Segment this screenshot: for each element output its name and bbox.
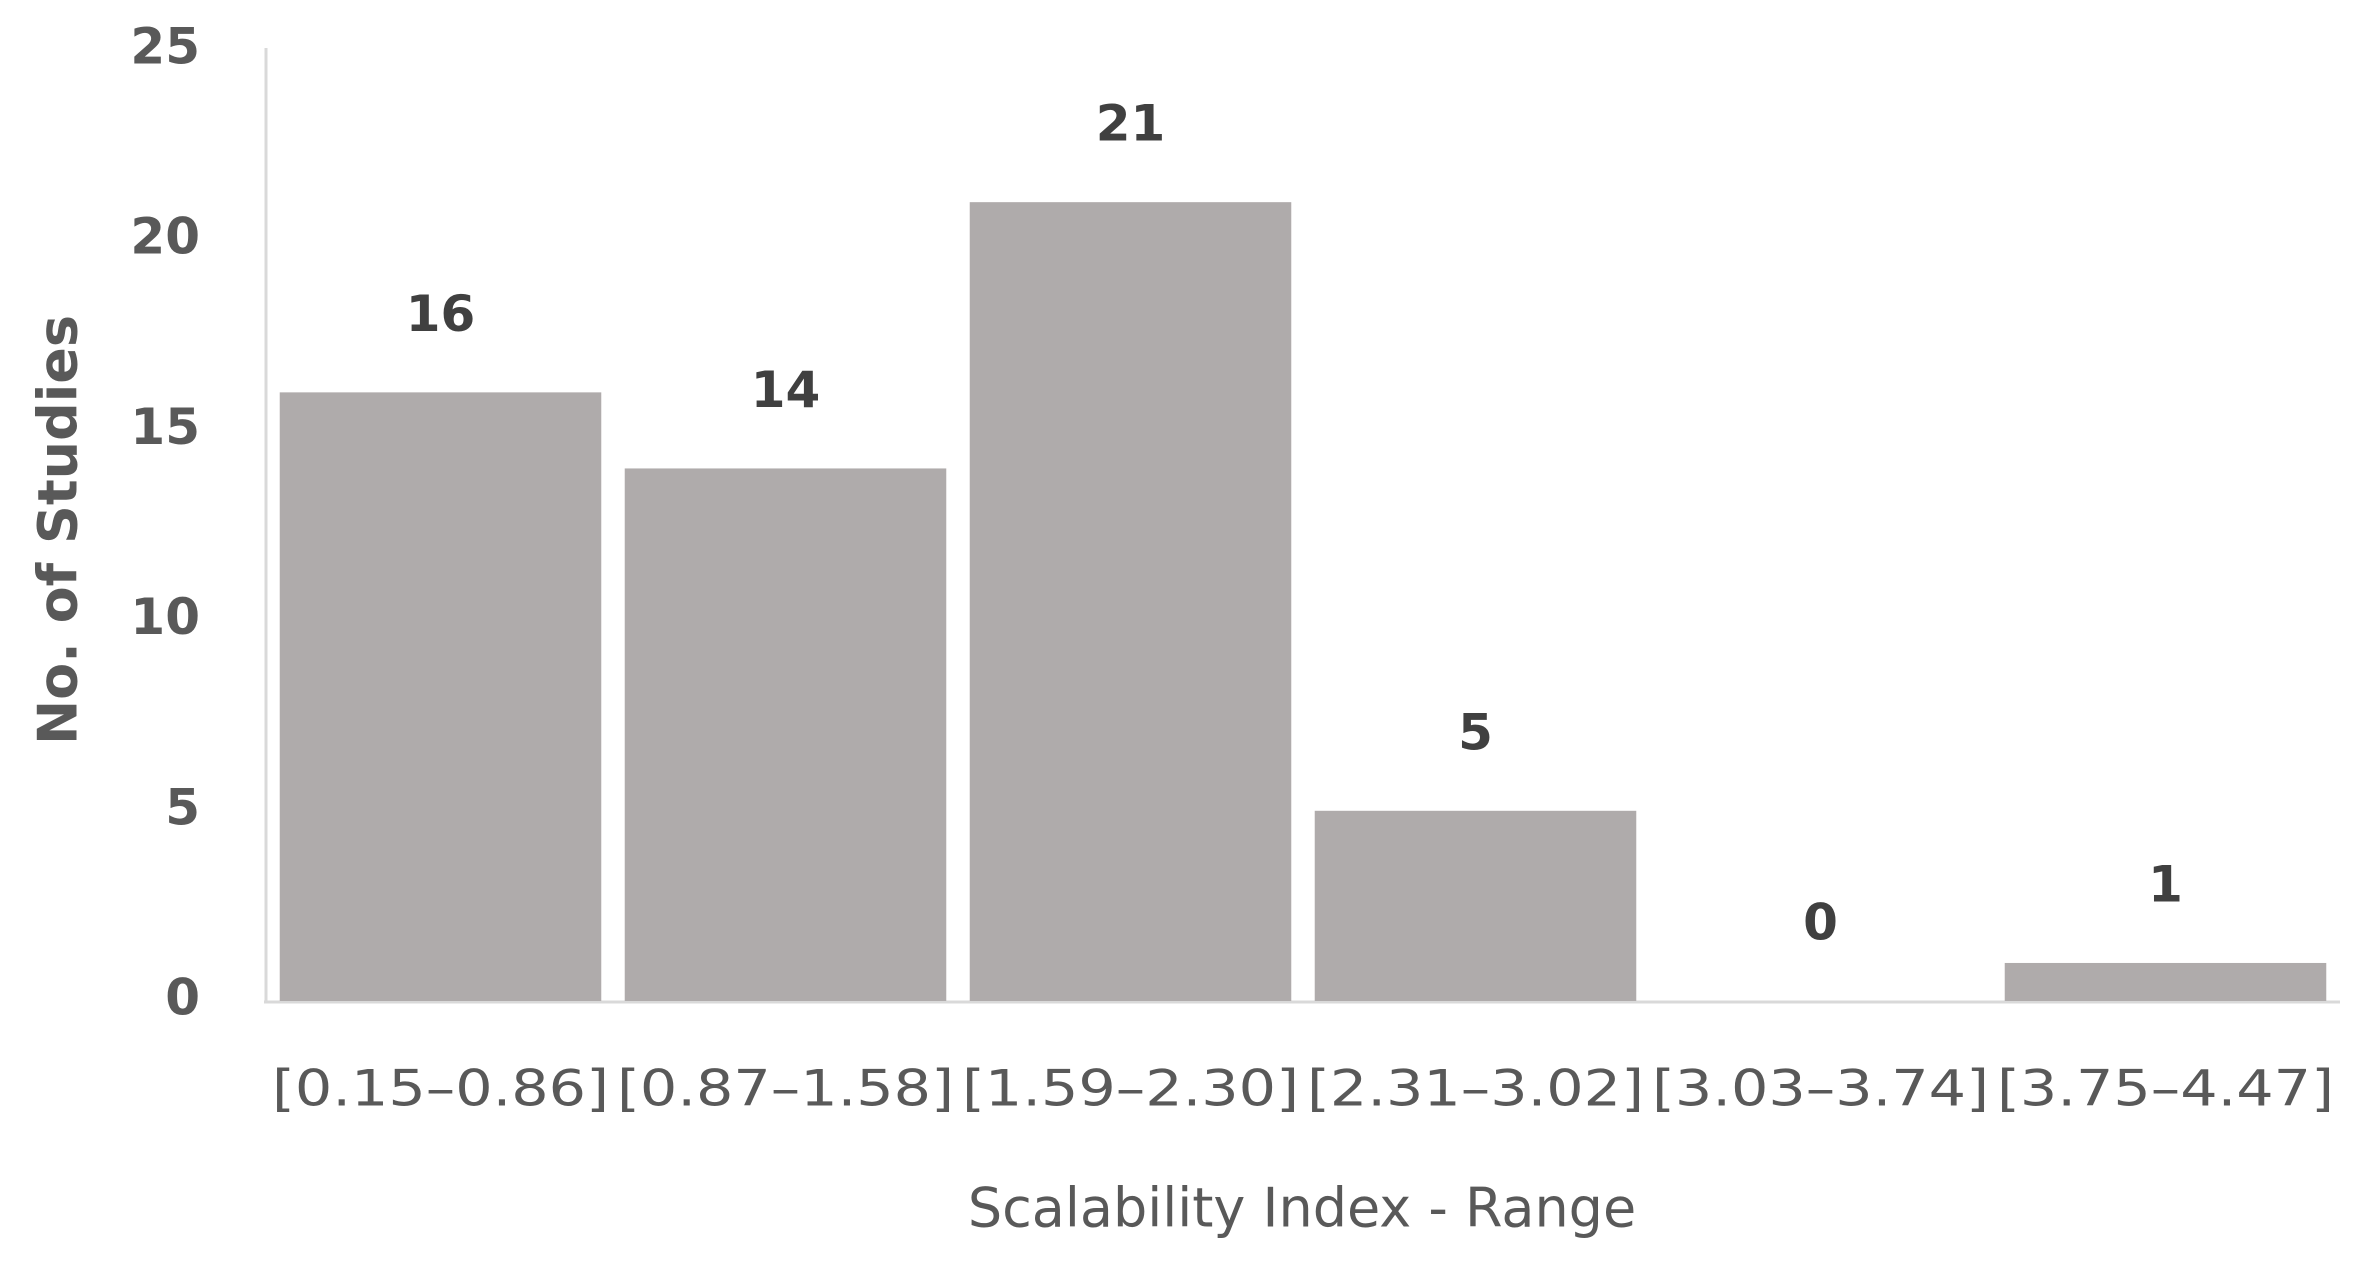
x-axis-title: Scalability Index - Range [968, 1177, 1636, 1240]
value-label: 1 [2148, 855, 2183, 913]
y-tick-label: 25 [130, 18, 200, 76]
x-tick-label: [0.15–0.86] [272, 1060, 609, 1118]
y-tick-label: 20 [130, 208, 200, 266]
bar [624, 468, 947, 1001]
value-label: 0 [1803, 894, 1838, 952]
bar [1314, 810, 1637, 1001]
x-tick-label: [3.03–3.74] [1652, 1060, 1989, 1118]
bar [969, 202, 1292, 1001]
y-tick-label: 0 [165, 969, 200, 1027]
y-tick-label: 10 [130, 588, 200, 646]
bar [279, 392, 602, 1001]
x-tick-label: [0.87–1.58] [617, 1060, 954, 1118]
value-label: 16 [406, 285, 476, 343]
x-tick-label: [3.75–4.47] [1997, 1060, 2334, 1118]
y-tick-label: 15 [130, 398, 200, 456]
value-label: 5 [1458, 703, 1493, 761]
value-label: 14 [751, 361, 821, 419]
value-label: 21 [1096, 95, 1166, 153]
y-axis-title: No. of Studies [27, 315, 90, 745]
x-tick-label: [1.59–2.30] [962, 1060, 1299, 1118]
x-tick-label: [2.31–3.02] [1307, 1060, 1644, 1118]
y-tick-label: 5 [165, 778, 200, 836]
bar [2004, 962, 2327, 1001]
